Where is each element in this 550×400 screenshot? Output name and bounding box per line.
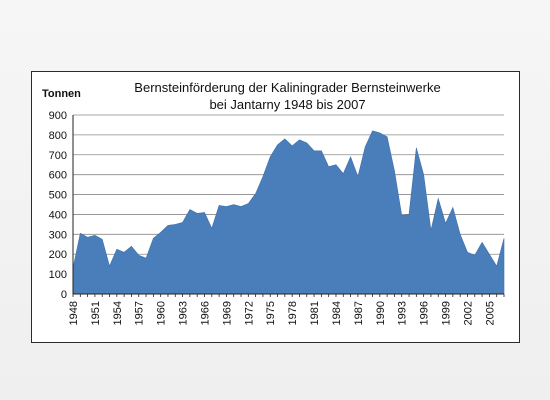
y-tick-label: 200 (49, 249, 67, 261)
x-tick-label: 1993 (397, 301, 409, 325)
x-tick-label: 1951 (90, 301, 102, 325)
x-tick-label: 1999 (441, 301, 453, 325)
y-tick-label: 100 (49, 269, 67, 281)
y-tick-label: 900 (49, 110, 67, 122)
x-tick-label: 1948 (68, 301, 80, 325)
y-tick-label: 500 (49, 190, 67, 202)
y-tick-labels: 0 100 200 300 400 500 600 700 800 900 (49, 110, 67, 301)
x-tick-label: 1954 (112, 301, 124, 325)
x-tick-label: 1984 (331, 301, 343, 325)
x-tick-label: 1975 (265, 301, 277, 325)
x-tick-label: 1987 (353, 301, 365, 325)
y-tick-label: 600 (49, 170, 67, 182)
x-tick-label: 1978 (287, 301, 299, 325)
x-tick-label: 1972 (243, 301, 255, 325)
y-tick-label: 0 (61, 289, 67, 301)
axes (72, 115, 505, 297)
x-tick-label: 1966 (199, 301, 211, 325)
y-tick-label: 300 (49, 229, 67, 241)
area-series (72, 130, 505, 295)
x-tick-label: 1990 (375, 301, 387, 325)
x-tick-label: 1969 (221, 301, 233, 325)
x-tick-label: 1957 (134, 301, 146, 325)
x-tick-label: 2005 (484, 301, 496, 325)
x-tick-label: 1960 (156, 301, 168, 325)
x-tick-label: 1996 (419, 301, 431, 325)
x-tick-label: 1981 (309, 301, 321, 325)
area-series-shape (72, 130, 505, 295)
y-axis-unit-label: Tonnen (42, 88, 81, 100)
y-tick-label: 800 (49, 130, 67, 142)
y-tick-label: 400 (49, 209, 67, 221)
x-tick-label: 1963 (178, 301, 190, 325)
x-tick-label: 2002 (462, 301, 474, 325)
chart-title: Bernsteinförderung der Kaliningrader Ber… (134, 80, 441, 112)
y-tick-label: 700 (49, 150, 67, 162)
x-tick-labels: 1948 1951 1954 1957 1960 1963 1966 1969 1972 1975… (68, 301, 496, 325)
